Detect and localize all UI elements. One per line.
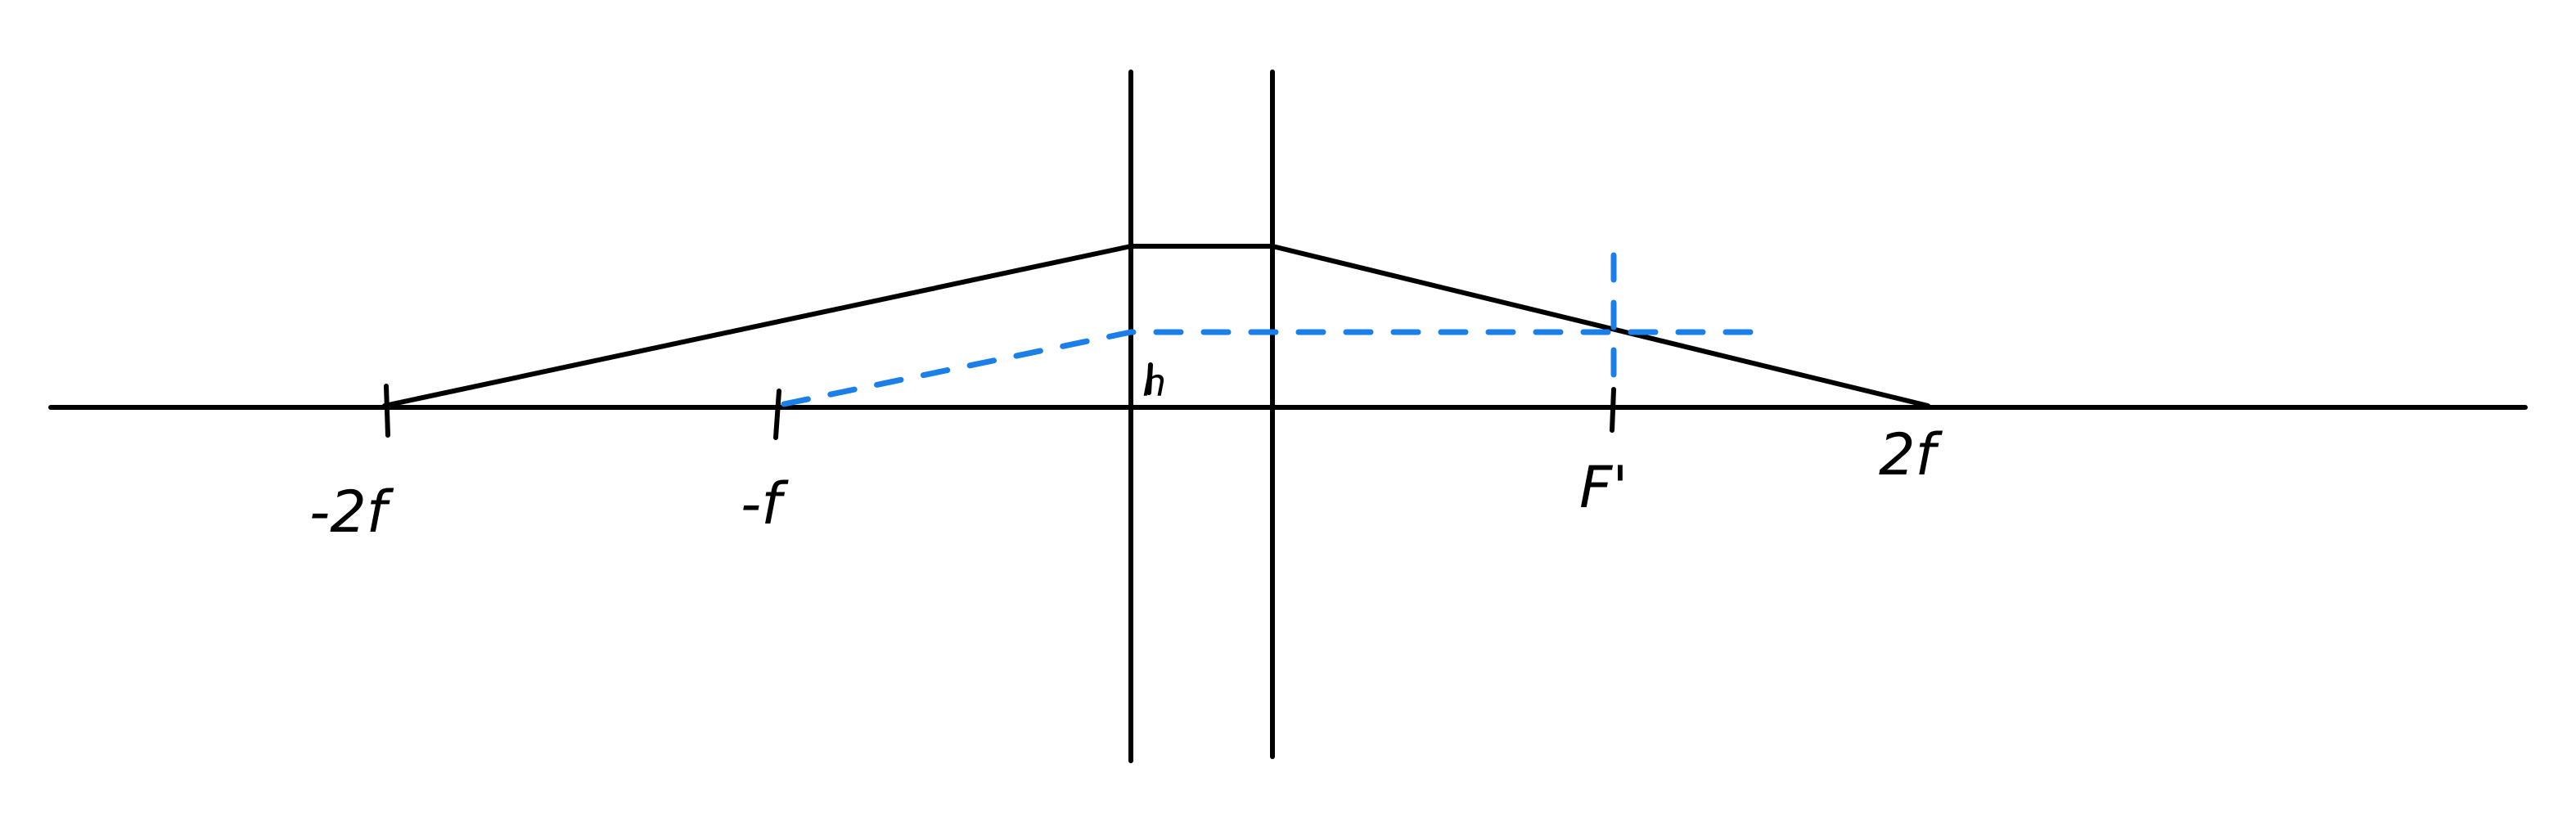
tick-f-prime	[1610, 387, 1616, 433]
label-h: h	[1142, 361, 1166, 405]
label-neg-2f: -2f	[309, 479, 394, 546]
label-2f: 2f	[1879, 421, 1943, 488]
construction-ray	[781, 329, 1763, 407]
tick-h	[1146, 362, 1153, 395]
label-f-prime: F'	[1579, 454, 1628, 521]
label-neg-f: -f	[741, 470, 789, 537]
principal-ray	[382, 244, 1930, 408]
tick-neg-f	[773, 389, 781, 440]
tick-neg-2f	[384, 384, 390, 438]
